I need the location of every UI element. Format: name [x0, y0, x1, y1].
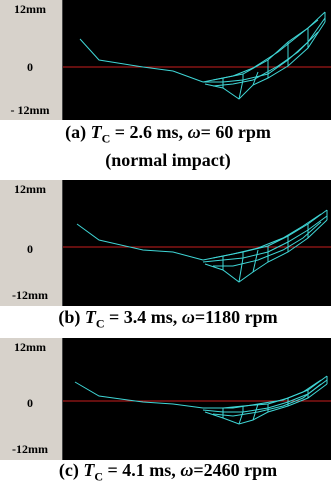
panel-c: 12mm 0 -12mm (c) TC = 4.1 ms — [0, 338, 336, 488]
trajectory-mesh-b — [63, 209, 331, 283]
mesh — [79, 11, 326, 100]
plot-b — [62, 180, 331, 306]
y-axis-a: 12mm 0 - 12mm — [0, 0, 63, 120]
y-bottom-label: - 12mm — [10, 103, 50, 117]
y-zero-label: 0 — [27, 396, 33, 410]
y-bottom-label: -12mm — [12, 442, 48, 456]
caption-a: (a) TC = 2.6 ms, ω= 60 rpm — [65, 122, 271, 146]
trajectory-mesh-c — [63, 375, 331, 425]
panel-b: 12mm 0 -12mm (b) TC = 3.4 ms — [0, 180, 336, 340]
mesh — [76, 209, 328, 283]
caption-a-note: (normal impact) — [105, 150, 231, 170]
y-top-label: 12mm — [14, 2, 46, 16]
y-axis-c: 12mm 0 -12mm — [0, 338, 63, 460]
caption-b: (b) TC = 3.4 ms, ω=1180 rpm — [58, 307, 278, 331]
y-bottom-label: -12mm — [12, 288, 48, 302]
y-axis-b: 12mm 0 -12mm — [0, 180, 63, 306]
y-top-label: 12mm — [14, 182, 46, 196]
y-zero-label: 0 — [27, 242, 33, 256]
panel-a: 12mm 0 - 12mm (a) TC = 2.6 m — [0, 0, 336, 156]
y-zero-label: 0 — [27, 60, 33, 74]
plot-a — [62, 0, 331, 120]
mesh — [74, 375, 328, 425]
plot-c — [62, 338, 331, 460]
trajectory-mesh-a — [63, 11, 331, 100]
caption-c: (c) TC = 4.1 ms, ω=2460 rpm — [58, 460, 278, 484]
y-top-label: 12mm — [14, 340, 46, 354]
